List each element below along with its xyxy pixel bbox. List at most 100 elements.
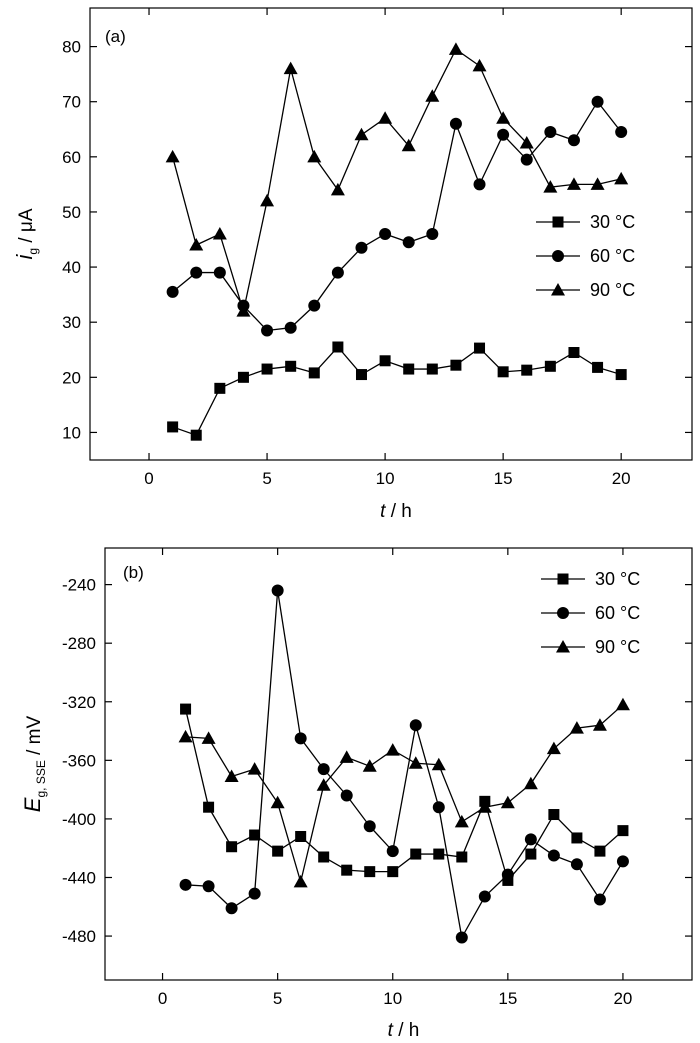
data-point [456,851,468,863]
data-point [615,697,630,711]
panel-label: (b) [123,563,144,582]
y-tick-label: -440 [62,868,96,887]
y-tick-label: 80 [62,38,81,57]
y-tick-label: -280 [62,634,96,653]
data-point [355,369,367,381]
data-point [284,321,297,334]
legend-marker [557,607,569,619]
data-point [523,776,538,790]
data-point [566,177,581,190]
data-point [330,182,345,196]
data-point [591,95,604,108]
data-point [307,149,322,163]
x-tick-label: 15 [498,989,517,1008]
legend-entry: 30 °C [541,569,640,589]
data-point [525,848,537,860]
data-point [386,845,399,858]
data-point [594,845,606,857]
data-point [226,841,238,853]
data-point [543,180,558,193]
data-point [409,719,422,732]
data-point [295,830,307,842]
y-tick-label: 20 [62,368,81,387]
data-point [203,801,215,813]
data-point [317,763,330,776]
data-point [497,366,509,378]
y-tick-label: 60 [62,148,81,167]
plot-frame [89,7,693,461]
data-point [341,864,353,876]
data-point [354,127,369,141]
series-line [172,346,622,436]
data-point [431,757,446,771]
data-point [213,266,226,279]
data-point [387,866,399,878]
data-point [477,800,492,813]
plot-frame [104,547,693,981]
data-point [225,902,238,915]
data-point [166,285,179,298]
data-point [590,177,605,190]
chart-panel-a: 0 5 10 15 20 10 20 30 40 50 60 70 80 (a) t / h ig / μA 3… [12,7,693,522]
data-point [521,364,533,376]
data-point [448,42,463,55]
y-tick-label: 10 [62,423,81,442]
data-point [426,228,439,240]
data-point [212,227,227,240]
data-point [364,866,376,878]
series-circle [166,95,628,337]
data-point [293,874,308,888]
y-tick-label: 70 [62,93,81,112]
data-point [547,849,560,862]
x-tick-label: 0 [144,469,153,488]
data-point [332,341,344,353]
data-point [472,58,487,72]
data-point [247,762,262,775]
data-point [570,858,583,871]
data-point [190,429,202,441]
y-tick-label: -320 [62,693,96,712]
data-point [316,778,331,791]
data-point [474,342,486,354]
legend-label: 90 °C [595,637,640,657]
y-axis-label: Eg, SSE / mV [20,715,48,812]
legend-label: 30 °C [590,212,635,232]
y-tick-label: 40 [62,258,81,277]
data-point [340,789,353,802]
panel-label: (a) [105,27,126,46]
data-point [450,359,462,371]
data-point [270,795,285,809]
data-point [385,743,400,756]
legend-marker [552,250,564,262]
data-point [524,833,537,846]
data-point [546,741,561,755]
data-point [401,138,416,152]
data-point [261,324,274,337]
data-point [272,845,284,857]
series-triangle [165,42,629,317]
x-axis-label: t / h [380,501,412,522]
data-point [473,178,486,191]
data-point [592,361,604,373]
data-point [615,126,628,139]
data-point [548,809,560,821]
legend-marker [557,573,569,585]
data-point [189,238,204,251]
data-point [497,128,510,141]
data-point [520,153,533,166]
data-point [615,369,627,381]
data-point [432,801,445,814]
data-point [202,880,215,893]
data-point [362,759,377,772]
legend-entry: 90 °C [536,280,635,300]
data-point [478,890,491,903]
legend-marker [552,216,564,228]
data-point [249,829,261,841]
data-point [500,795,515,809]
data-point [331,266,344,279]
y-tick-label: 30 [62,313,81,332]
legend-marker [556,640,570,653]
x-tick-label: 10 [376,469,395,488]
y-tick-label: -400 [62,810,96,829]
data-point [178,729,193,743]
